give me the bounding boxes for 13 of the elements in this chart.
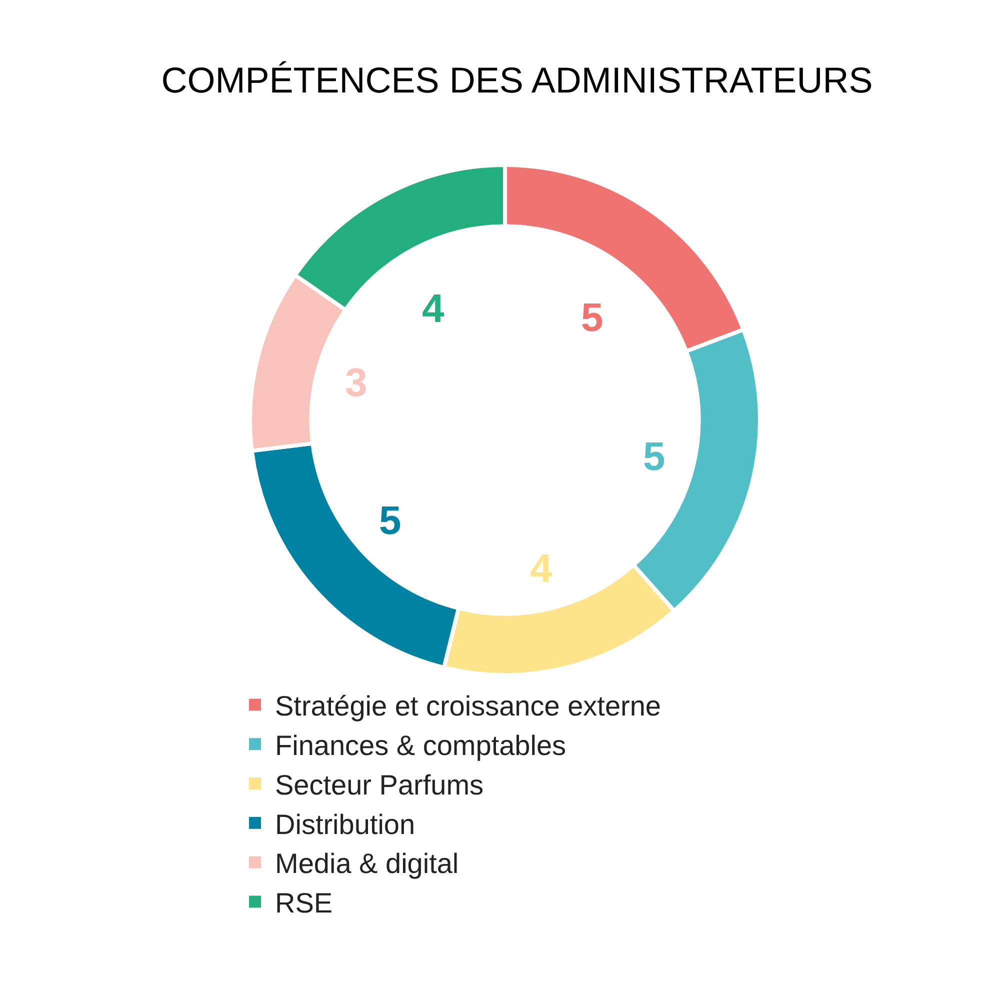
legend-label: Finances & comptables [275, 730, 566, 762]
data-label: 4 [530, 547, 553, 591]
legend-label: RSE [275, 888, 333, 919]
data-label: 5 [379, 499, 402, 543]
data-label: 5 [643, 435, 666, 479]
data-label: 3 [345, 361, 368, 405]
chart-title: COMPÉTENCES DES ADMINISTRATEURS [161, 60, 873, 101]
data-label: 5 [581, 296, 604, 340]
data-label: 4 [422, 287, 445, 331]
legend-label: Distribution [275, 808, 416, 840]
legend-label: Stratégie et croissance externe [275, 690, 661, 722]
legend-label: Secteur Parfums [275, 769, 484, 800]
legend-label: Media & digital [275, 848, 459, 880]
